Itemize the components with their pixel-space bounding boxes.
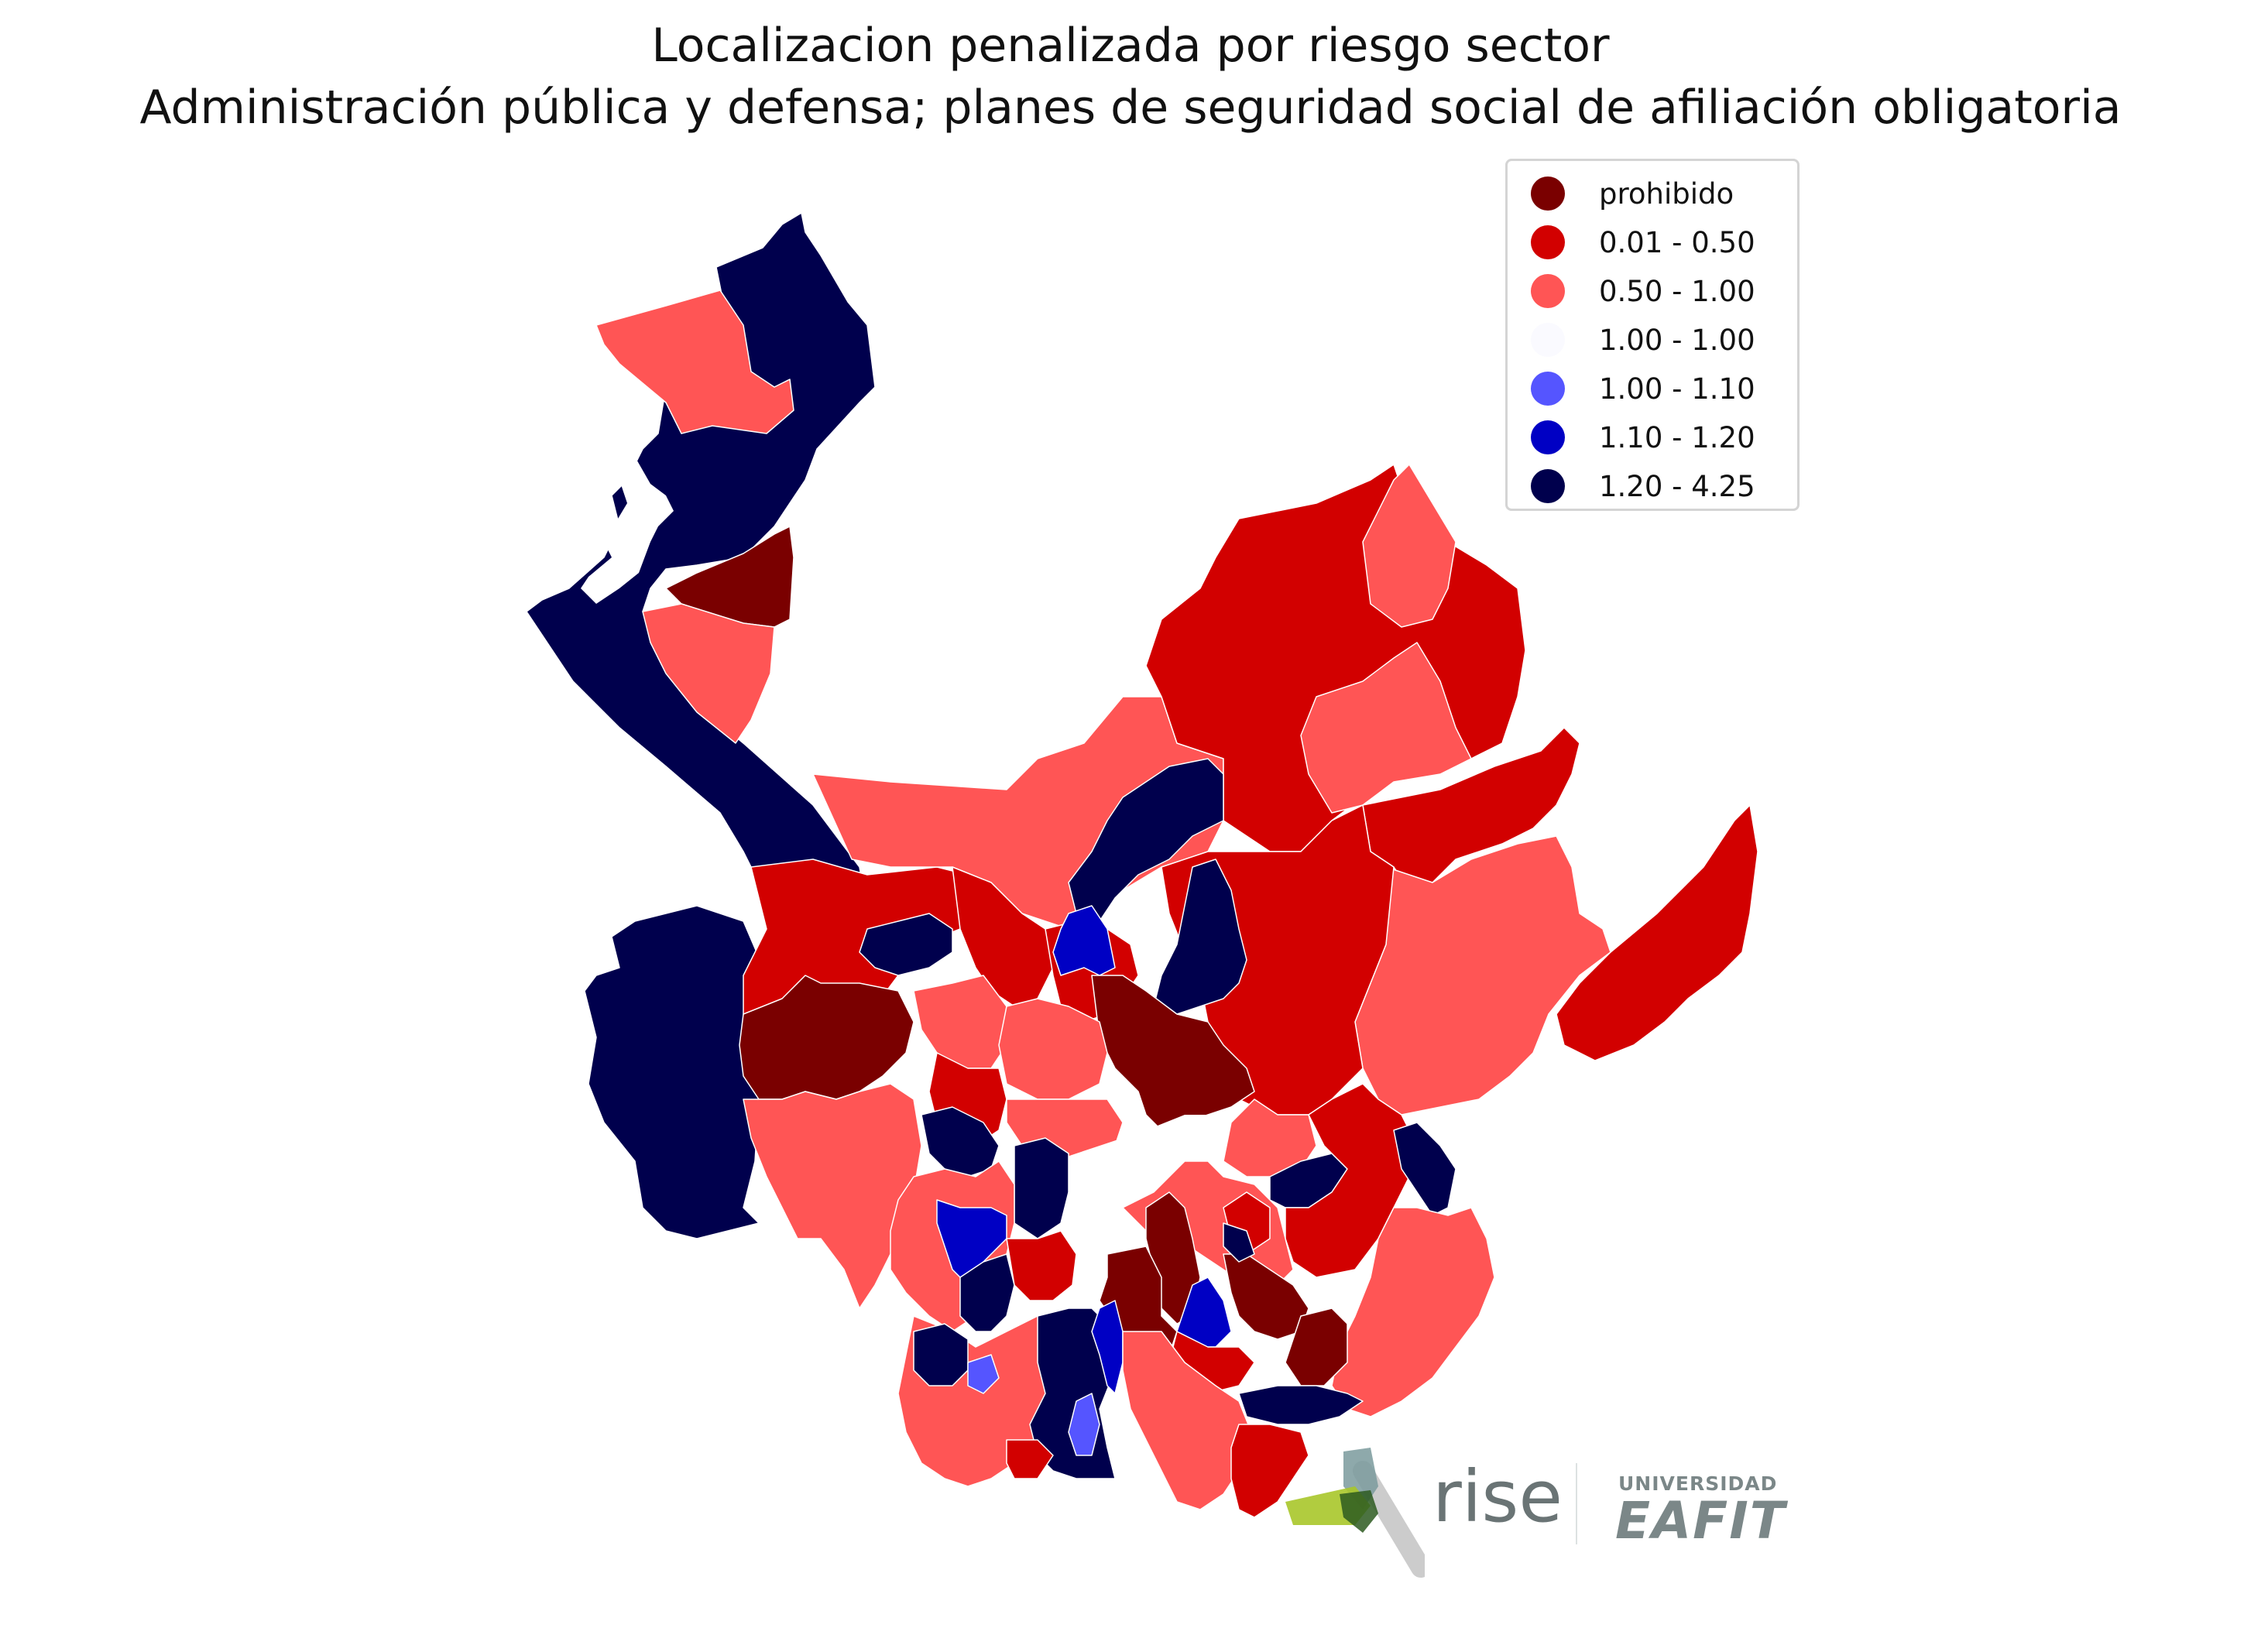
- region-far-south-red-small: [1006, 1439, 1054, 1479]
- region-northeast-pink-1: [1362, 464, 1456, 628]
- region-center-pink-2: [998, 998, 1108, 1100]
- region-west-dark-red: [739, 975, 914, 1100]
- region-north-navy-2: [1153, 859, 1247, 1015]
- region-west-atrato: [584, 905, 767, 1239]
- logos-area: rise UNIVERSIDAD EAFIT: [1270, 1440, 1812, 1579]
- region-far-south-lightblue: [967, 1354, 1000, 1394]
- legend-swatch: [1531, 177, 1565, 211]
- legend-swatch: [1531, 469, 1565, 503]
- region-red-west-small: [1006, 1230, 1077, 1301]
- region-uraba-peninsula: [595, 290, 794, 434]
- region-uraba-mid: [642, 603, 775, 744]
- legend-swatch: [1531, 225, 1565, 259]
- legend-item-range-2: 0.50 - 1.00: [1531, 269, 1755, 313]
- map-title-line2: Administración pública y defensa; planes…: [139, 81, 2122, 135]
- region-west-navy-2: [1014, 1137, 1069, 1239]
- legend-label: 1.20 - 4.25: [1599, 469, 1755, 503]
- region-far-south-red-east: [1230, 1424, 1309, 1518]
- legend-item-range-6: 1.20 - 4.25: [1531, 464, 1755, 508]
- region-center-pink-1: [913, 975, 1007, 1069]
- region-oriente-red-big: [1285, 1083, 1418, 1278]
- legend-item-range-4: 1.00 - 1.10: [1531, 367, 1755, 410]
- rise-logo-text: rise: [1432, 1455, 1563, 1538]
- region-far-south-navy-east: [1238, 1385, 1364, 1425]
- legend-swatch: [1531, 372, 1565, 406]
- rise-logo-icon: [1285, 1448, 1425, 1578]
- legend-item-range-3: 1.00 - 1.00: [1531, 318, 1755, 362]
- eafit-logo-main: EAFIT: [1615, 1491, 1786, 1551]
- legend-item-prohibido: prohibido: [1531, 172, 1734, 215]
- map-title-line1: Localizacion penalizada por riesgo secto…: [651, 19, 1610, 73]
- region-oriente-navy-2: [1393, 1122, 1456, 1216]
- legend-swatch: [1531, 323, 1565, 357]
- legend-swatch: [1531, 420, 1565, 454]
- region-far-south-pink-center: [1122, 1331, 1255, 1510]
- legend-label: 1.10 - 1.20: [1599, 420, 1755, 454]
- region-northeast-pink-2: [1300, 642, 1472, 814]
- region-blue-center: [1052, 905, 1116, 976]
- region-far-south-blue-strip: [1091, 1300, 1124, 1394]
- region-north-navy-1: [1068, 758, 1224, 922]
- eafit-logo-top: UNIVERSIDAD: [1618, 1472, 1778, 1495]
- region-far-south-navy-west: [913, 1323, 969, 1386]
- region-gulf: [581, 449, 674, 604]
- region-far-south-lightblue-2: [1068, 1393, 1100, 1456]
- legend: prohibido 0.01 - 0.50 0.50 - 1.00 1.00 -…: [1505, 159, 1800, 511]
- region-west-navy-small: [859, 913, 953, 976]
- legend-label: 1.00 - 1.10: [1599, 372, 1755, 406]
- legend-item-range-1: 0.01 - 0.50: [1531, 221, 1755, 264]
- region-south-dark-red-3: [1223, 1253, 1309, 1340]
- logo-divider: [1576, 1463, 1577, 1544]
- region-east-oriente-pink: [1223, 1098, 1317, 1177]
- legend-label: 0.50 - 1.00: [1599, 274, 1755, 308]
- region-far-east-red: [1556, 804, 1758, 1061]
- region-south-navy-1: [1223, 1222, 1255, 1263]
- region-dark-red-center: [1091, 975, 1255, 1131]
- region-south-dark-red-4: [1285, 1308, 1348, 1386]
- legend-label: 0.01 - 0.50: [1599, 225, 1755, 259]
- legend-label: 1.00 - 1.00: [1599, 323, 1755, 357]
- legend-label: prohibido: [1599, 177, 1734, 211]
- region-east-pink: [1354, 835, 1611, 1116]
- legend-item-range-5: 1.10 - 1.20: [1531, 416, 1755, 459]
- region-west-navy-3: [959, 1253, 1015, 1332]
- legend-swatch: [1531, 274, 1565, 308]
